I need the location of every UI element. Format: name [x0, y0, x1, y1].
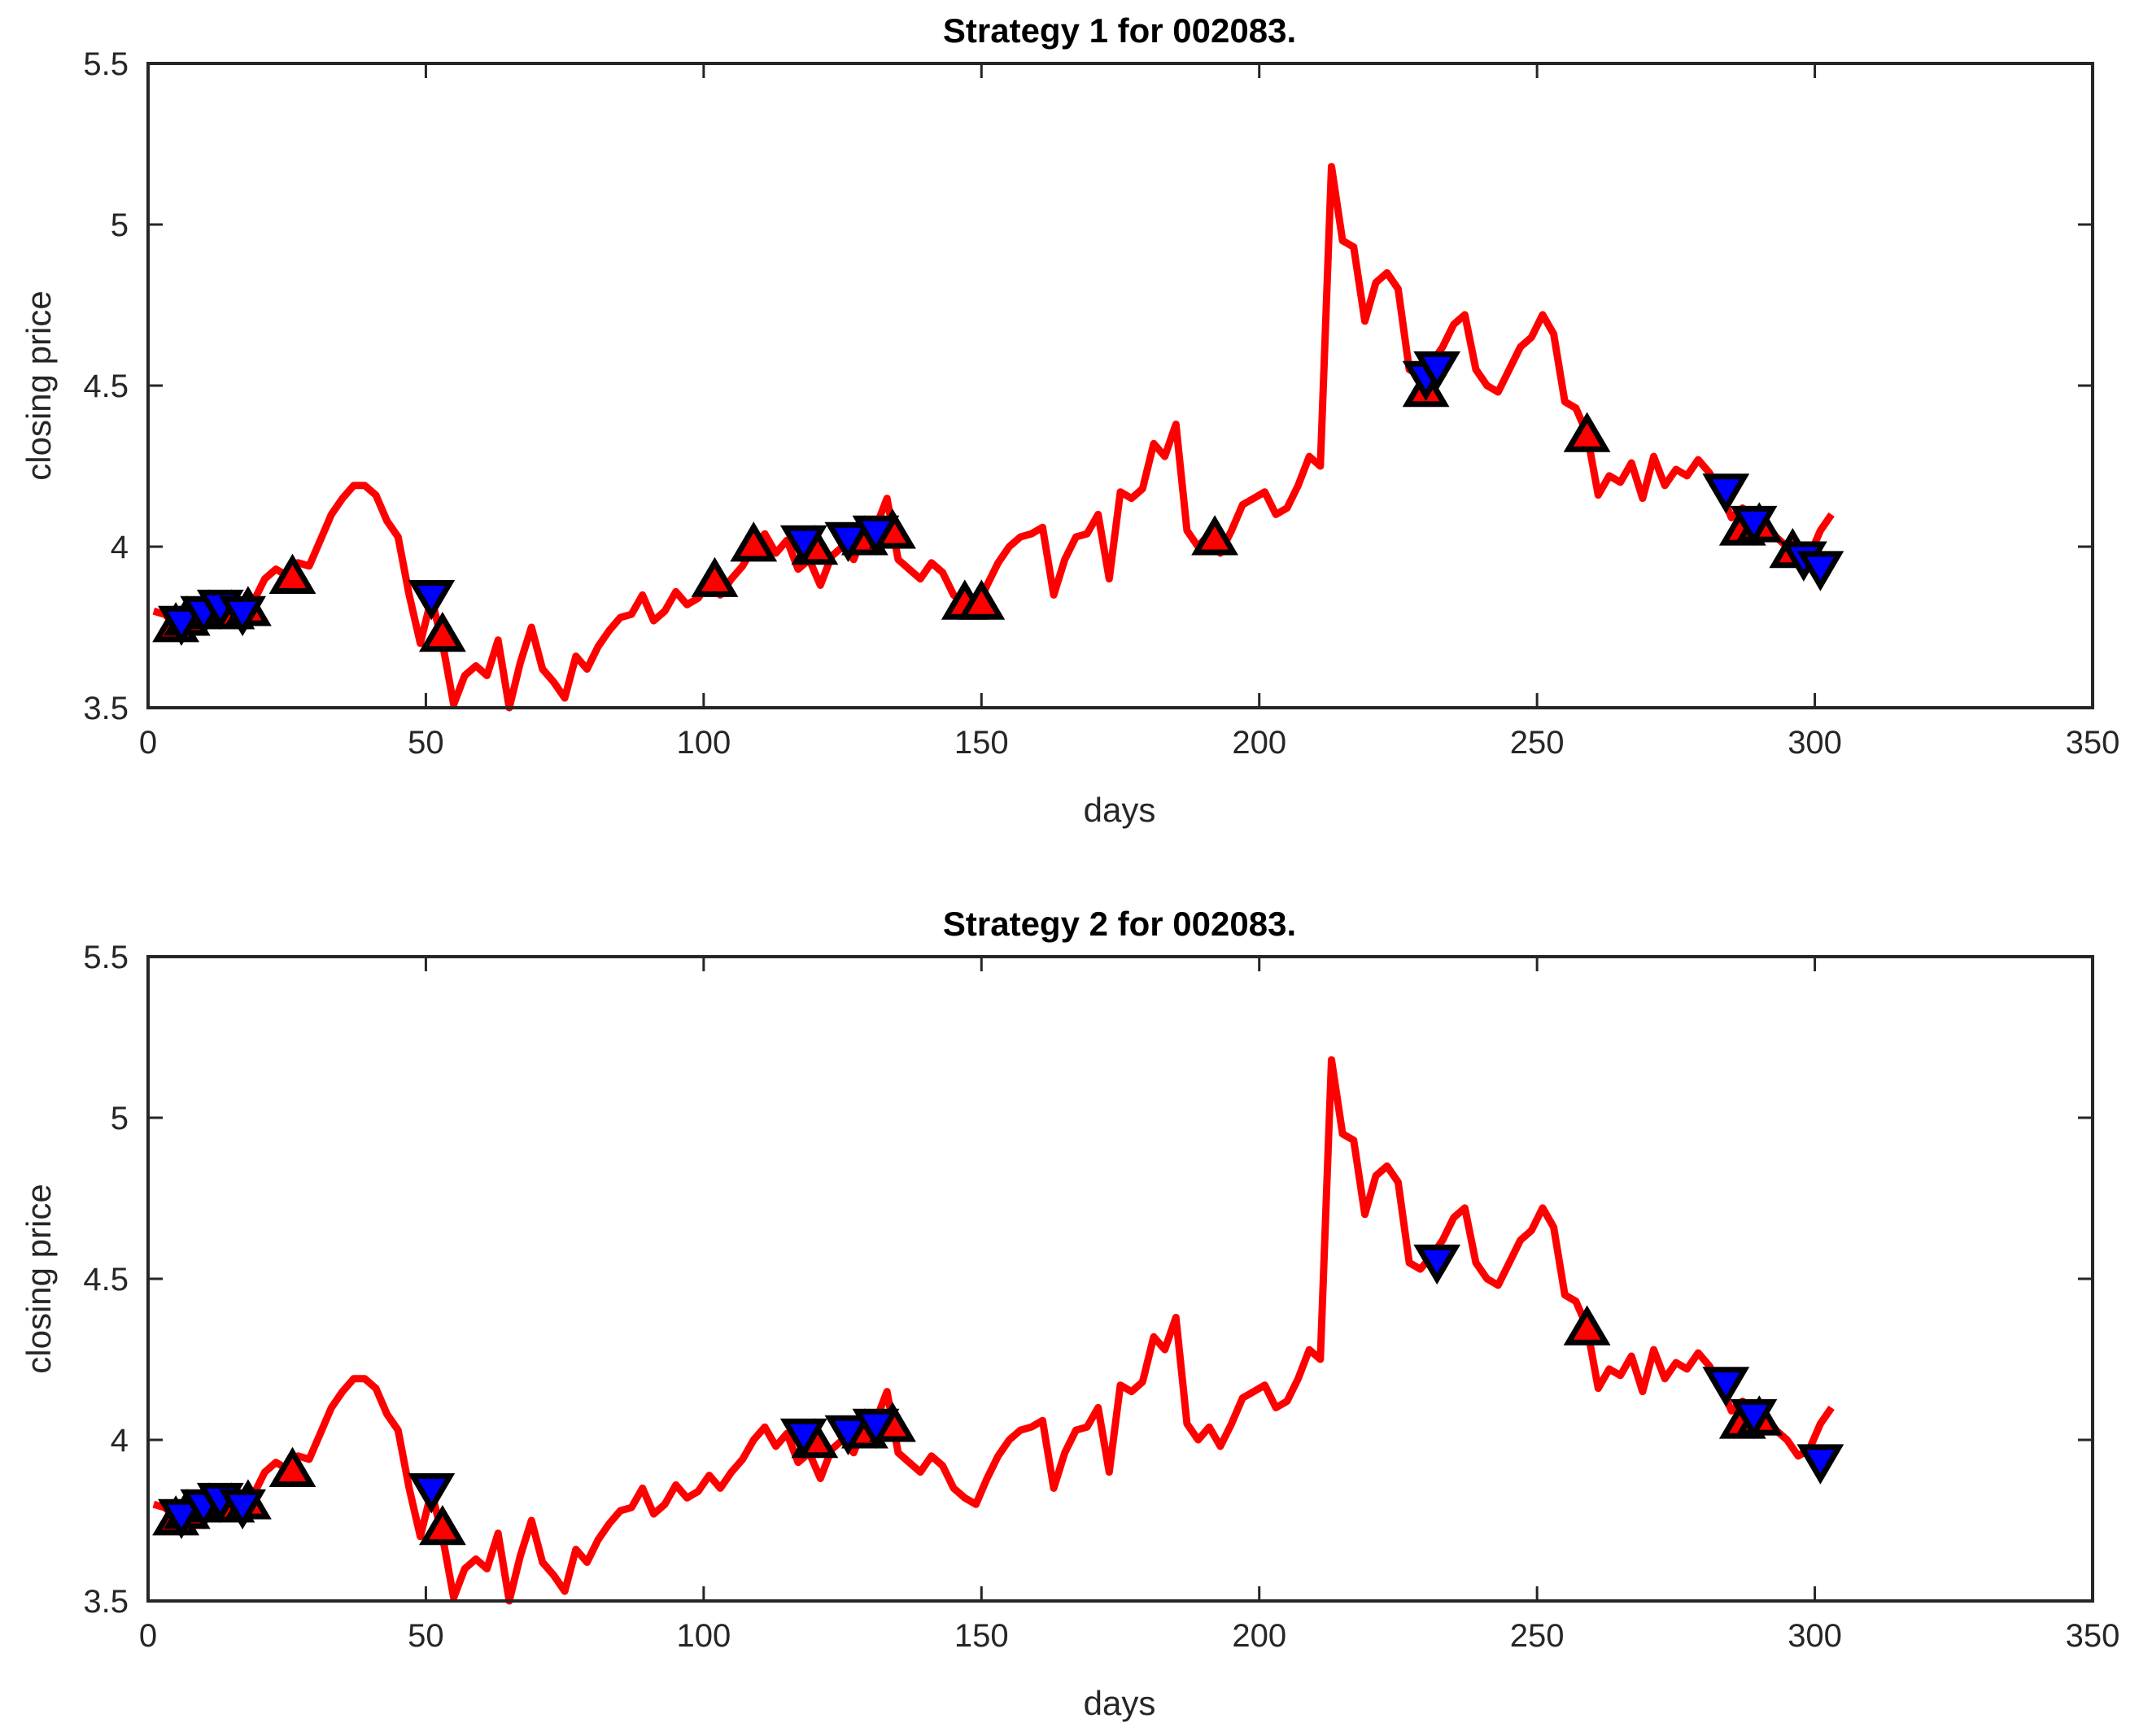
x-tick-label: 350	[2066, 725, 2120, 761]
sell-marker	[1796, 551, 1844, 591]
x-tick-label: 50	[408, 1618, 444, 1654]
sell-marker	[1730, 505, 1778, 547]
x-tick-label: 150	[954, 725, 1009, 761]
sell-marker	[852, 1408, 900, 1450]
sell-marker	[219, 595, 267, 637]
x-tick-label: 100	[676, 1618, 731, 1654]
sell-marker	[1702, 473, 1750, 514]
buy-marker	[1191, 515, 1239, 556]
buy-marker	[418, 1504, 466, 1546]
y-axis: 3.5 4 4.5 5 5.5	[83, 940, 2093, 1620]
buy-marker	[958, 579, 1006, 620]
buy-marker	[418, 611, 466, 652]
x-tick-label: 250	[1510, 1618, 1565, 1654]
x-tick-label: 350	[2066, 1618, 2120, 1654]
sell-marker	[779, 525, 827, 566]
axes-box	[146, 62, 2094, 709]
sell-marker	[1413, 351, 1461, 392]
sell-marker	[219, 1489, 267, 1530]
sell-marker	[779, 1418, 827, 1459]
y-tick-label: 4	[111, 1423, 129, 1459]
y-tick-label: 3.5	[83, 1584, 129, 1620]
y-tick-label: 4	[111, 530, 129, 565]
sell-marker	[824, 1415, 872, 1456]
sell-marker	[1730, 1398, 1778, 1440]
buy-marker	[691, 556, 739, 597]
y-tick-label: 4.5	[83, 369, 129, 404]
x-tick-label: 0	[139, 1618, 157, 1654]
x-tick-label: 50	[408, 725, 444, 761]
buy-marker	[268, 553, 316, 594]
chart-title: Strategy 1 for 002083.	[943, 11, 1296, 50]
y-tick-label: 5.5	[83, 46, 129, 82]
sell-marker	[1796, 1444, 1844, 1485]
plot-area	[152, 163, 1844, 712]
y-axis: 3.5 4 4.5 5 5.5	[83, 46, 2093, 726]
sell-marker	[158, 1498, 205, 1540]
y-axis-label: closing price	[20, 1184, 58, 1373]
x-axis: 0 50 100 150 200 250 300 350	[139, 957, 2120, 1654]
buy-marker	[1563, 412, 1611, 452]
y-tick-label: 3.5	[83, 691, 129, 726]
chart-panel-1: Strategy 1 for 002083. 0 50 100 150 200 250 30…	[20, 11, 2119, 829]
y-tick-label: 5.5	[83, 940, 129, 975]
x-tick-label: 200	[1232, 725, 1286, 761]
sell-marker	[824, 521, 872, 563]
sell-marker	[158, 605, 205, 647]
y-axis-label: closing price	[20, 290, 58, 480]
sell-marker	[852, 515, 900, 556]
x-axis: 0 50 100 150 200 250 300 350	[139, 63, 2120, 761]
axes-box	[146, 955, 2094, 1603]
y-tick-label: 4.5	[83, 1262, 129, 1298]
sell-marker	[1702, 1367, 1750, 1407]
buy-marker	[1563, 1305, 1611, 1346]
chart-panel-2: Strategy 2 for 002083. 0 50 100 150 200 250 30…	[20, 905, 2119, 1722]
sell-marker	[1413, 1244, 1461, 1285]
buy-marker	[730, 521, 778, 562]
y-tick-label: 5	[111, 207, 129, 243]
sell-marker	[408, 1473, 456, 1514]
x-tick-label: 200	[1232, 1618, 1286, 1654]
x-axis-label: days	[1084, 1684, 1156, 1722]
chart-title: Strategy 2 for 002083.	[943, 905, 1296, 943]
x-tick-label: 100	[676, 725, 731, 761]
x-tick-label: 250	[1510, 725, 1565, 761]
x-tick-label: 300	[1788, 725, 1842, 761]
buy-marker	[268, 1446, 316, 1487]
plot-area	[152, 1056, 1844, 1605]
x-axis-label: days	[1084, 791, 1156, 829]
x-tick-label: 150	[954, 1618, 1009, 1654]
x-tick-label: 300	[1788, 1618, 1842, 1654]
x-tick-label: 0	[139, 725, 157, 761]
sell-marker	[408, 580, 456, 621]
y-tick-label: 5	[111, 1101, 129, 1136]
